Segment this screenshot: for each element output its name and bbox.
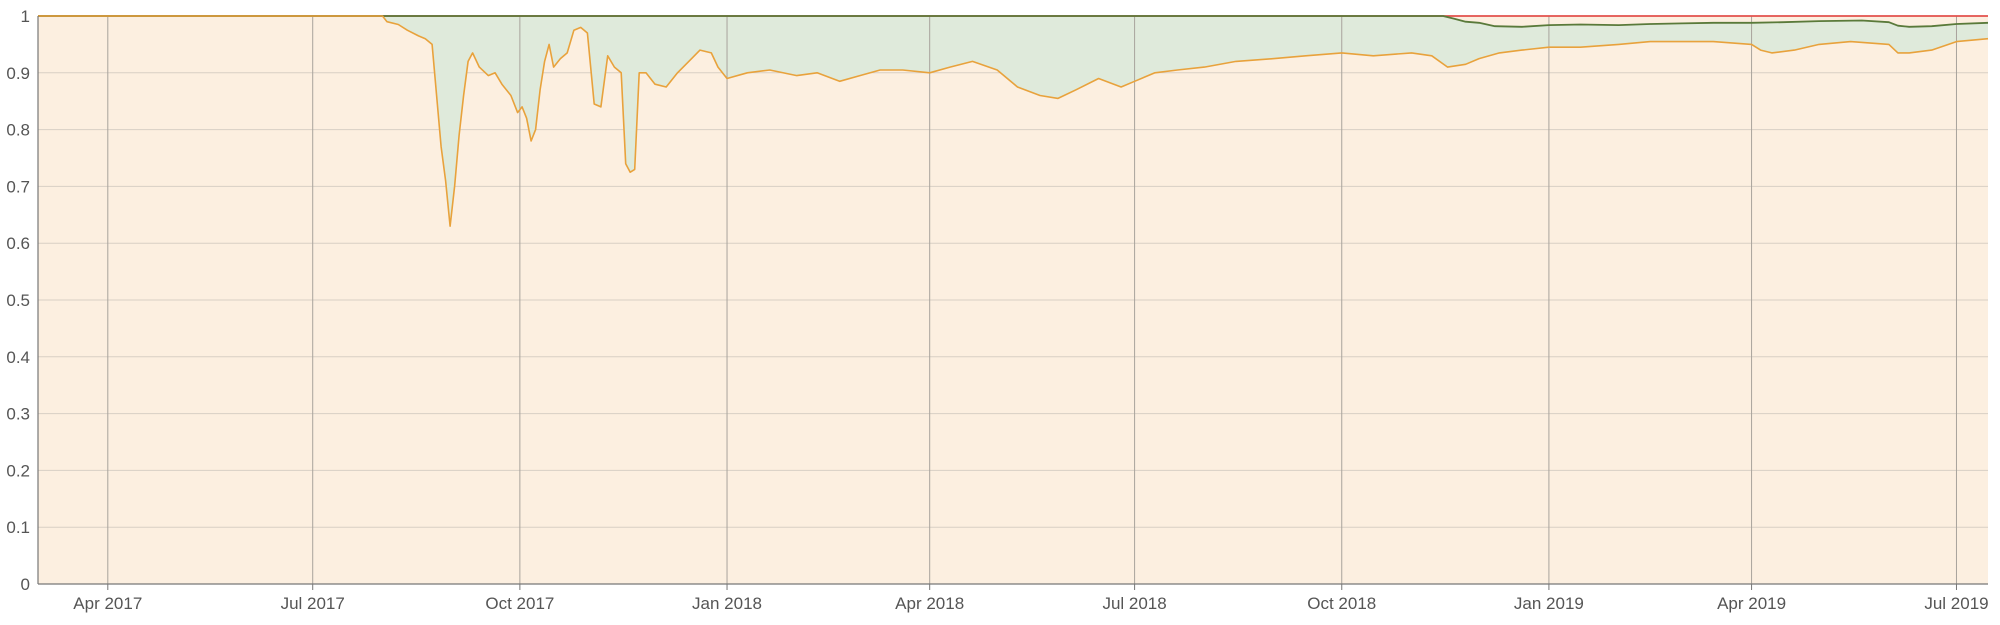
- y-tick-label: 0.4: [6, 348, 30, 367]
- x-tick-label: Apr 2018: [895, 594, 964, 613]
- y-tick-label: 0.2: [6, 461, 30, 480]
- series-line-2: [38, 15, 1989, 28]
- x-tick-label: Apr 2017: [73, 594, 142, 613]
- y-tick-label: 0.5: [6, 291, 30, 310]
- x-tick-label: Jul 2017: [281, 594, 345, 613]
- x-tick-label: Oct 2018: [1307, 594, 1376, 613]
- y-tick-label: 0.7: [6, 177, 30, 196]
- x-tick-label: Apr 2019: [1717, 594, 1786, 613]
- y-tick-label: 0: [21, 575, 30, 594]
- y-tick-label: 0.1: [6, 518, 30, 537]
- fill-between-area: [38, 16, 1988, 227]
- x-tick-label: Jan 2018: [692, 594, 762, 613]
- x-tick-label: Jul 2019: [1924, 594, 1988, 613]
- x-tick-label: Oct 2017: [485, 594, 554, 613]
- series-line-3: [38, 15, 1989, 227]
- y-tick-label: 0.6: [6, 234, 30, 253]
- y-tick-labels: 0 0.1 0.2 0.3 0.4 0.5 0.6 0.7 0.8 0.9 1: [6, 7, 30, 594]
- y-tick-label: 0.9: [6, 64, 30, 83]
- series-lines: [38, 15, 1989, 227]
- y-tick-label: 0.8: [6, 121, 30, 140]
- vertical-gridlines: [107, 16, 1957, 584]
- x-tick-label: Jul 2018: [1102, 594, 1166, 613]
- y-tick-label: 1: [21, 7, 30, 26]
- y-tick-label: 0.3: [6, 405, 30, 424]
- x-tick-label: Jan 2019: [1514, 594, 1584, 613]
- x-tick-labels: Apr 2017 Jul 2017 Oct 2017 Jan 2018 Apr 2018…: [73, 584, 1989, 613]
